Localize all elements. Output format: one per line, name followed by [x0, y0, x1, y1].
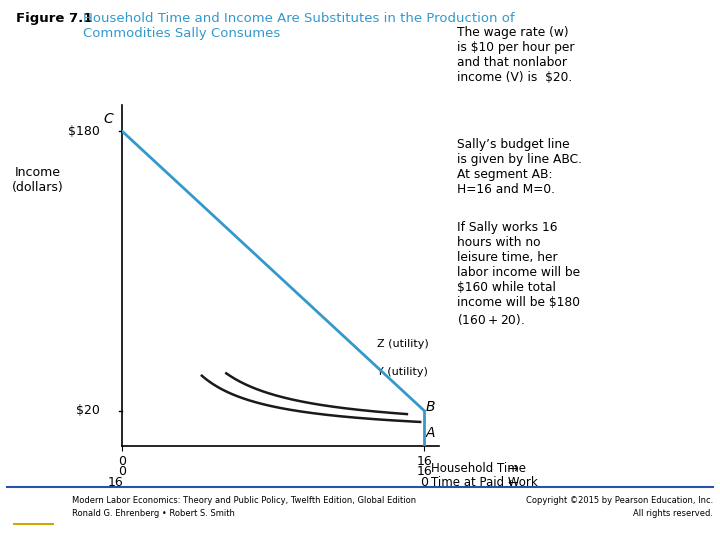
Text: 16: 16 — [416, 465, 432, 478]
Text: All rights reserved.: All rights reserved. — [633, 509, 713, 518]
Text: Ronald G. Ehrenberg • Robert S. Smith: Ronald G. Ehrenberg • Robert S. Smith — [72, 509, 235, 518]
Text: Income
(dollars): Income (dollars) — [12, 166, 63, 194]
Text: Z (utility): Z (utility) — [377, 339, 428, 349]
Text: B: B — [426, 400, 436, 414]
Text: Modern Labor Economics: Theory and Public Policy, Twelfth Edition, Global Editio: Modern Labor Economics: Theory and Publi… — [72, 496, 416, 505]
Text: Copyright ©2015 by Pearson Education, Inc.: Copyright ©2015 by Pearson Education, In… — [526, 496, 713, 505]
Text: Figure 7.1: Figure 7.1 — [16, 12, 92, 25]
Text: Household Time and Income Are Substitutes in the Production of
Commodities Sally: Household Time and Income Are Substitute… — [83, 12, 514, 40]
Text: Sally’s budget line
is given by line ABC.
At segment AB:
H=16 and M=0.: Sally’s budget line is given by line ABC… — [457, 138, 582, 195]
Text: If Sally works 16
hours with no
leisure time, her
labor income will be
$160 whil: If Sally works 16 hours with no leisure … — [457, 221, 580, 327]
Text: Time at Paid Work: Time at Paid Work — [431, 476, 538, 489]
Text: 16: 16 — [107, 476, 123, 489]
Text: Y (utility): Y (utility) — [377, 367, 428, 377]
Text: C: C — [103, 112, 113, 126]
Text: $20: $20 — [76, 404, 100, 417]
Text: →: → — [507, 462, 518, 475]
Text: The wage rate (w)
is $10 per hour per
and that nonlabor
income (V) is  $20.: The wage rate (w) is $10 per hour per an… — [457, 26, 575, 84]
Text: $180: $180 — [68, 125, 100, 138]
Text: 0: 0 — [420, 476, 428, 489]
Text: ←: ← — [507, 476, 518, 489]
Text: PEARSON: PEARSON — [8, 508, 58, 516]
Text: Household Time: Household Time — [431, 462, 526, 475]
Text: A: A — [426, 426, 436, 440]
Text: 0: 0 — [118, 465, 127, 478]
